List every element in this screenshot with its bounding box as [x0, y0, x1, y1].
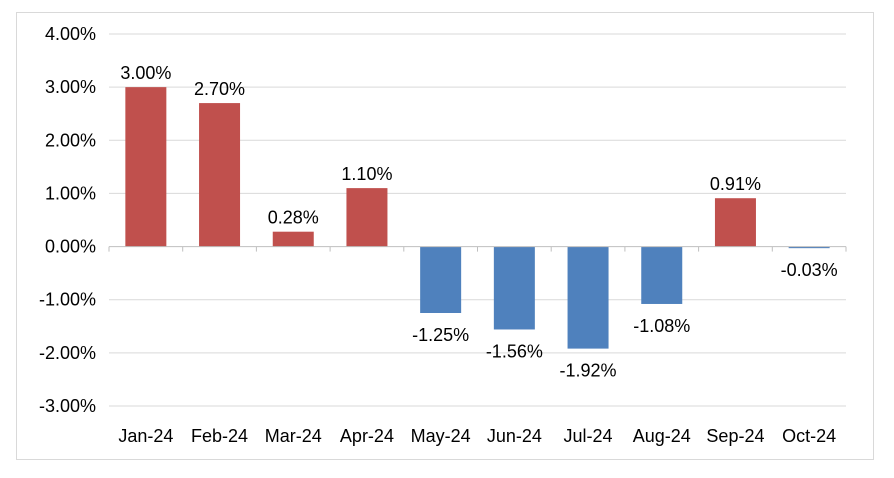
- data-label: -1.92%: [560, 361, 617, 381]
- x-tick-label: Aug-24: [633, 426, 691, 446]
- y-tick-label: 0.00%: [45, 237, 96, 257]
- bar: [199, 103, 241, 247]
- y-tick-label: 4.00%: [45, 24, 96, 44]
- bar: [420, 246, 462, 313]
- x-tick-label: Feb-24: [191, 426, 248, 446]
- x-tick-label: Jul-24: [564, 426, 613, 446]
- y-tick-label: 3.00%: [45, 77, 96, 97]
- x-tick-label: Oct-24: [782, 426, 836, 446]
- x-tick-label: Sep-24: [706, 426, 764, 446]
- x-tick-label: Mar-24: [265, 426, 322, 446]
- x-tick-label: Jan-24: [118, 426, 173, 446]
- data-label: -1.56%: [486, 341, 543, 361]
- bar: [272, 231, 314, 247]
- x-tick-label: May-24: [411, 426, 471, 446]
- bar: [125, 87, 167, 247]
- bar: [567, 246, 609, 349]
- x-tick-label: Jun-24: [487, 426, 542, 446]
- data-label: 1.10%: [341, 164, 392, 184]
- data-label: -1.25%: [412, 325, 469, 345]
- bar: [346, 188, 388, 247]
- bar: [788, 246, 830, 249]
- bar: [714, 198, 756, 247]
- x-tick-label: Apr-24: [340, 426, 394, 446]
- data-label: 0.91%: [710, 174, 761, 194]
- y-tick-label: -1.00%: [39, 290, 96, 310]
- data-label: 2.70%: [194, 79, 245, 99]
- data-label: 3.00%: [120, 63, 171, 83]
- bar: [493, 246, 535, 330]
- bar: [641, 246, 683, 304]
- data-label: 0.28%: [268, 208, 319, 228]
- data-label: -0.03%: [781, 260, 838, 280]
- data-label: -1.08%: [633, 316, 690, 336]
- y-tick-label: 2.00%: [45, 130, 96, 150]
- y-tick-label: -2.00%: [39, 343, 96, 363]
- y-tick-label: -3.00%: [39, 396, 96, 416]
- y-tick-label: 1.00%: [45, 183, 96, 203]
